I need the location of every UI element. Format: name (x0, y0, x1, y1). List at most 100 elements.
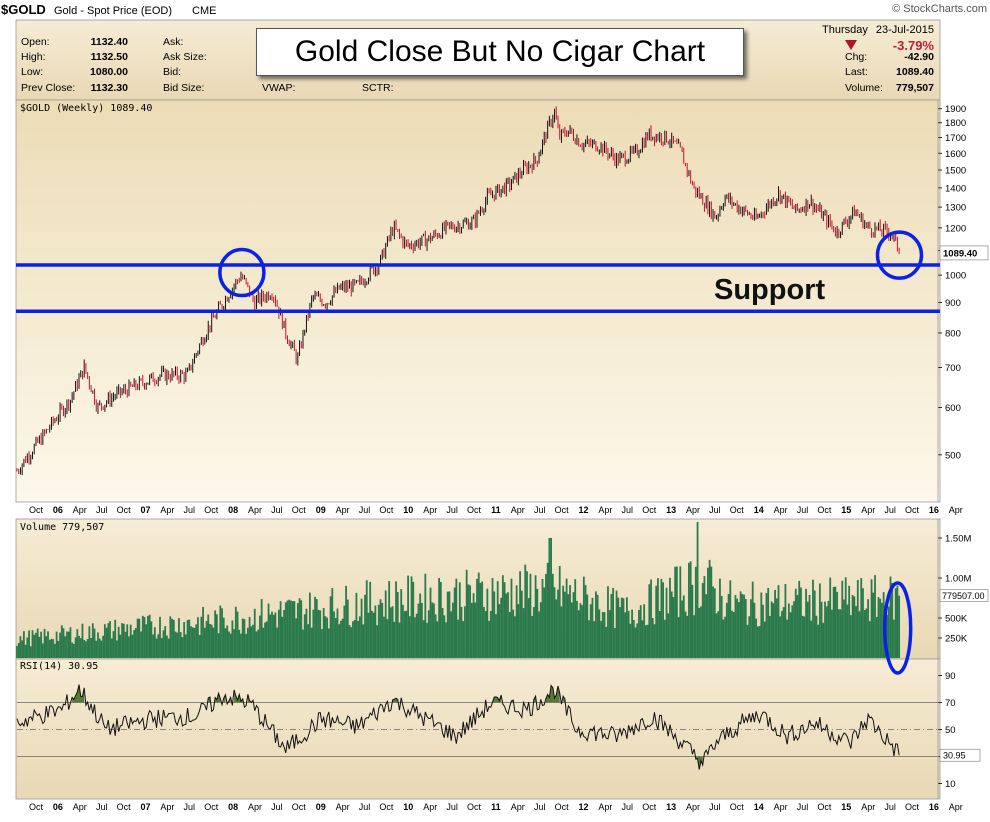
volume-bar (207, 614, 210, 658)
price-x-tick-label: Apr (598, 505, 612, 515)
volume-bar (853, 596, 856, 658)
rsi-x-tick-label: 16 (929, 802, 939, 812)
volume-bar (159, 616, 161, 658)
volume-bar (186, 620, 189, 658)
volume-bar (627, 610, 630, 658)
volume-bar (97, 632, 99, 658)
volume-bar (872, 592, 875, 658)
volume-bar (770, 601, 773, 658)
volume-bar (398, 622, 401, 658)
rsi-x-tick-label: Oct (555, 802, 570, 812)
rsi-x-tick-label: Jul (884, 802, 896, 812)
price-x-tick-label: Jul (184, 505, 196, 515)
quote-label: Prev Close: (21, 82, 75, 94)
volume-bar (576, 600, 578, 658)
volume-bar (467, 584, 470, 658)
price-x-tick-label: Oct (292, 505, 307, 515)
down-arrow-icon (845, 40, 857, 50)
volume-bar (388, 580, 391, 658)
volume-y-tick-label: 1.50M (945, 534, 971, 545)
volume-bar (410, 576, 413, 658)
rsi-y-tick-label: 50 (945, 725, 956, 736)
quote-label: Chg: (845, 51, 867, 63)
volume-bar (340, 620, 342, 658)
volume-bar (875, 616, 878, 658)
volume-bar (827, 600, 830, 658)
volume-bar (219, 605, 222, 658)
price-x-tick-label: Oct (379, 505, 394, 515)
volume-bar (427, 610, 430, 658)
volume-bar (524, 564, 527, 658)
volume-bar (834, 586, 837, 658)
volume-bar (72, 643, 75, 658)
volume-bar (327, 628, 330, 658)
volume-bar (138, 618, 141, 658)
volume-bar (824, 601, 826, 658)
quote-value: 1089.40 (896, 66, 934, 78)
volume-bar (296, 603, 299, 658)
volume-bar (641, 620, 644, 658)
volume-bar (588, 620, 590, 658)
volume-bar (355, 592, 358, 658)
volume-bar (29, 646, 32, 658)
volume-bar (688, 562, 690, 658)
volume-bar (684, 611, 687, 658)
watermark: © StockCharts.com (892, 3, 987, 15)
volume-bar (698, 607, 701, 658)
volume-bar (79, 638, 82, 658)
axes: 1900180017001600150014001300120011001000… (29, 100, 989, 812)
volume-bar (674, 566, 677, 658)
volume-bar (117, 626, 120, 658)
volume-bar (105, 627, 108, 658)
volume-bar (646, 624, 649, 658)
volume-bar (767, 587, 770, 658)
rsi-x-tick-label: 15 (841, 802, 851, 812)
rsi-x-tick-label: Apr (861, 802, 875, 812)
volume-bar (862, 588, 864, 658)
volume-bar (38, 636, 41, 658)
volume-bar (638, 609, 640, 658)
rsi-x-tick-label: 08 (228, 802, 238, 812)
volume-bar (848, 585, 851, 658)
rsi-x-tick-label: Jul (96, 802, 108, 812)
price-legend: $GOLD (Weekly) 1089.40 (20, 103, 152, 114)
volume-bar (662, 582, 664, 658)
volume-bar (579, 603, 582, 658)
rsi-x-tick-label: 07 (140, 802, 150, 812)
volume-bar (57, 640, 60, 658)
volume-bar (843, 599, 845, 658)
volume-bar (321, 629, 323, 658)
volume-bar (324, 616, 327, 658)
exchange-label: CME (192, 5, 216, 17)
volume-bar (54, 643, 56, 658)
price-y-tick-label: 1500 (945, 166, 966, 177)
volume-bar (191, 627, 194, 658)
volume-bar (837, 609, 840, 658)
volume-bar (779, 616, 782, 658)
volume-bar (43, 628, 46, 658)
volume-bar (539, 602, 542, 658)
volume-bar (188, 619, 191, 658)
volume-bar (700, 606, 702, 658)
volume-last-label: 779507.00 (942, 591, 985, 601)
volume-bar (352, 621, 354, 658)
volume-bar (181, 637, 184, 658)
volume-bar (224, 628, 227, 658)
volume-bar (565, 578, 568, 658)
volume-bar (95, 640, 98, 658)
volume-bar (184, 634, 187, 658)
volume-bar (712, 586, 714, 658)
volume-bar (122, 623, 125, 658)
volume-bar (362, 624, 365, 658)
volume-bar (346, 599, 349, 658)
quote-value: -42.90 (904, 51, 934, 63)
volume-bar (617, 597, 620, 658)
volume-bar (743, 594, 745, 658)
rsi-x-tick-label: Jul (709, 802, 721, 812)
volume-bar (536, 588, 539, 658)
volume-bar (414, 617, 416, 658)
volume-bar (486, 588, 489, 658)
volume-bar (706, 567, 709, 658)
volume-bar (308, 592, 311, 658)
volume-bar (236, 611, 239, 658)
